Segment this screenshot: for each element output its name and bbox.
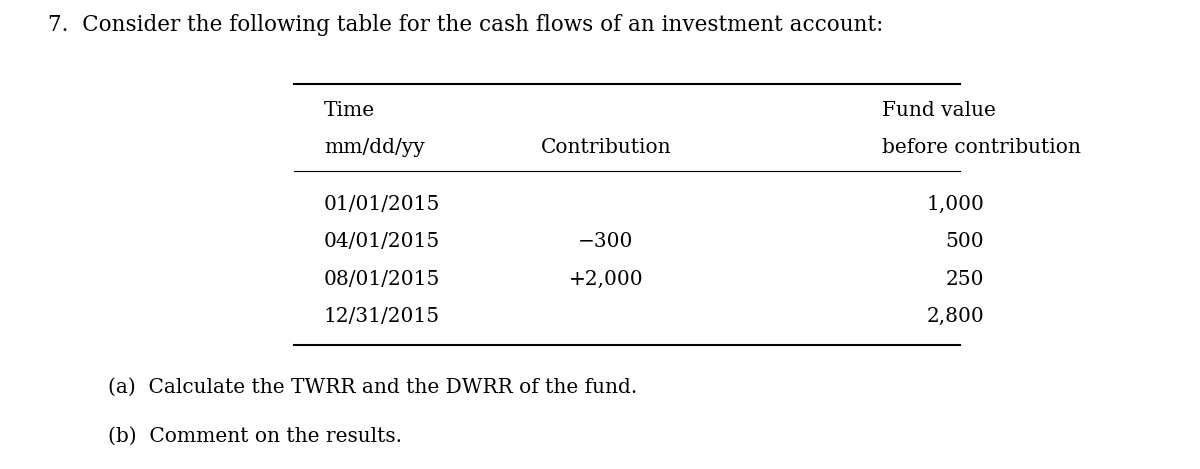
Text: 12/31/2015: 12/31/2015	[324, 307, 440, 326]
Text: +2,000: +2,000	[569, 270, 643, 288]
Text: 7.  Consider the following table for the cash flows of an investment account:: 7. Consider the following table for the …	[48, 14, 883, 36]
Text: mm/dd/yy: mm/dd/yy	[324, 138, 425, 157]
Text: (a)  Calculate the TWRR and the DWRR of the fund.: (a) Calculate the TWRR and the DWRR of t…	[108, 378, 637, 396]
Text: before contribution: before contribution	[882, 138, 1081, 157]
Text: 1,000: 1,000	[926, 195, 984, 213]
Text: (b)  Comment on the results.: (b) Comment on the results.	[108, 427, 402, 446]
Text: 500: 500	[946, 232, 984, 251]
Text: 08/01/2015: 08/01/2015	[324, 270, 440, 288]
Text: 2,800: 2,800	[926, 307, 984, 326]
Text: Contribution: Contribution	[541, 138, 671, 157]
Text: Time: Time	[324, 101, 376, 120]
Text: 250: 250	[946, 270, 984, 288]
Text: Fund value: Fund value	[882, 101, 996, 120]
Text: 01/01/2015: 01/01/2015	[324, 195, 440, 213]
Text: 04/01/2015: 04/01/2015	[324, 232, 440, 251]
Text: −300: −300	[578, 232, 634, 251]
